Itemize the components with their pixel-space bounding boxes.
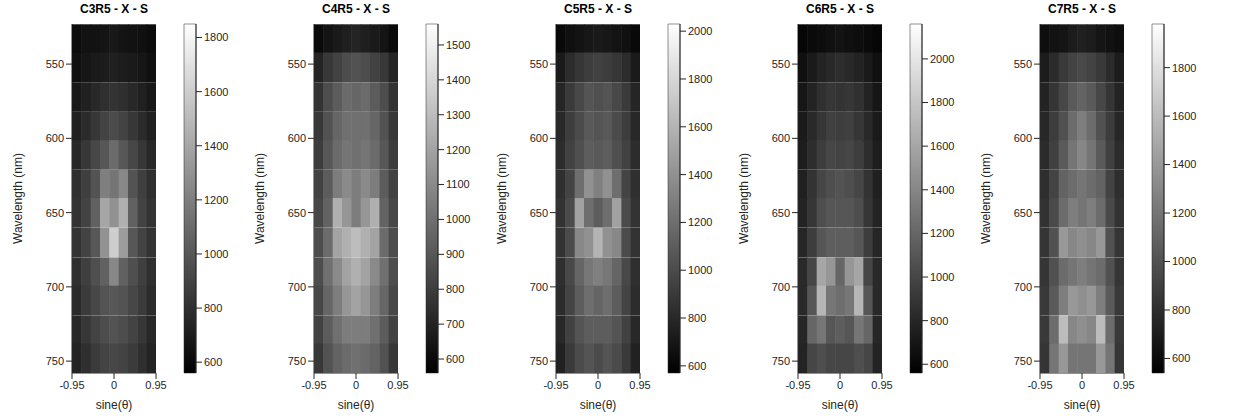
svg-text:0: 0 (837, 379, 843, 391)
svg-text:750: 750 (288, 355, 306, 367)
svg-text:800: 800 (204, 302, 222, 314)
svg-text:1200: 1200 (1172, 207, 1196, 219)
svg-text:1200: 1200 (204, 194, 228, 206)
svg-text:1800: 1800 (1172, 62, 1196, 74)
svg-text:Wavelength (nm): Wavelength (nm) (737, 153, 751, 244)
svg-text:0: 0 (353, 379, 359, 391)
svg-text:650: 650 (288, 207, 306, 219)
svg-text:700: 700 (288, 281, 306, 293)
svg-text:1000: 1000 (688, 264, 712, 276)
html-text:C6R5 - X - S: C6R5 - X - S (806, 2, 874, 16)
svg-text:-0.95: -0.95 (1027, 379, 1052, 391)
html-text:C7R5 - X - S: C7R5 - X - S (1048, 2, 1116, 16)
svg-text:1400: 1400 (204, 140, 228, 152)
svg-text:800: 800 (446, 283, 464, 295)
svg-text:1800: 1800 (688, 73, 712, 85)
svg-text:-0.95: -0.95 (59, 379, 84, 391)
svg-text:2000: 2000 (930, 53, 954, 65)
svg-text:0.95: 0.95 (629, 379, 650, 391)
svg-text:Wavelength (nm): Wavelength (nm) (253, 153, 267, 244)
svg-text:800: 800 (930, 315, 948, 327)
svg-text:600: 600 (530, 132, 548, 144)
svg-text:0.95: 0.95 (1113, 379, 1134, 391)
svg-text:550: 550 (1014, 58, 1032, 70)
svg-text:0.95: 0.95 (387, 379, 408, 391)
svg-text:-0.95: -0.95 (785, 379, 810, 391)
svg-text:1300: 1300 (446, 109, 470, 121)
svg-text:1000: 1000 (1172, 255, 1196, 267)
svg-text:700: 700 (446, 318, 464, 330)
svg-text:2000: 2000 (688, 25, 712, 37)
svg-text:1600: 1600 (930, 140, 954, 152)
svg-text:sine(θ): sine(θ) (96, 398, 133, 412)
svg-text:650: 650 (1014, 207, 1032, 219)
svg-text:-0.95: -0.95 (543, 379, 568, 391)
svg-text:550: 550 (772, 58, 790, 70)
svg-text:600: 600 (446, 353, 464, 365)
svg-text:800: 800 (1172, 304, 1190, 316)
svg-text:550: 550 (46, 58, 64, 70)
svg-text:700: 700 (530, 281, 548, 293)
svg-text:1000: 1000 (204, 248, 228, 260)
svg-text:600: 600 (930, 358, 948, 370)
svg-text:600: 600 (1014, 132, 1032, 144)
svg-text:700: 700 (1014, 281, 1032, 293)
svg-text:1000: 1000 (930, 271, 954, 283)
svg-text:sine(θ): sine(θ) (822, 398, 859, 412)
svg-text:1200: 1200 (688, 216, 712, 228)
svg-text:sine(θ): sine(θ) (580, 398, 617, 412)
svg-text:1200: 1200 (446, 144, 470, 156)
html-text:C4R5 - X - S: C4R5 - X - S (322, 2, 390, 16)
svg-text:600: 600 (1172, 352, 1190, 364)
svg-text:1400: 1400 (930, 184, 954, 196)
svg-text:0: 0 (1079, 379, 1085, 391)
html-text:C5R5 - X - S: C5R5 - X - S (564, 2, 632, 16)
svg-text:Wavelength (nm): Wavelength (nm) (979, 153, 993, 244)
svg-text:Wavelength (nm): Wavelength (nm) (495, 153, 509, 244)
svg-text:sine(θ): sine(θ) (1064, 398, 1101, 412)
svg-text:600: 600 (772, 132, 790, 144)
svg-text:-0.95: -0.95 (301, 379, 326, 391)
svg-text:Wavelength (nm): Wavelength (nm) (11, 153, 25, 244)
svg-text:700: 700 (46, 281, 64, 293)
svg-text:0: 0 (595, 379, 601, 391)
svg-text:0.95: 0.95 (145, 379, 166, 391)
svg-text:750: 750 (1014, 355, 1032, 367)
svg-text:750: 750 (772, 355, 790, 367)
svg-text:1400: 1400 (446, 74, 470, 86)
svg-text:800: 800 (688, 312, 706, 324)
svg-text:750: 750 (530, 355, 548, 367)
svg-text:1400: 1400 (688, 169, 712, 181)
svg-text:600: 600 (204, 356, 222, 368)
svg-text:600: 600 (288, 132, 306, 144)
svg-text:1800: 1800 (204, 31, 228, 43)
html-text:C3R5 - X - S: C3R5 - X - S (80, 2, 148, 16)
svg-text:900: 900 (446, 248, 464, 260)
svg-text:700: 700 (772, 281, 790, 293)
svg-text:1000: 1000 (446, 213, 470, 225)
svg-text:750: 750 (46, 355, 64, 367)
svg-text:1800: 1800 (930, 96, 954, 108)
svg-text:1400: 1400 (1172, 158, 1196, 170)
svg-text:0.95: 0.95 (871, 379, 892, 391)
svg-text:600: 600 (688, 360, 706, 372)
svg-text:550: 550 (530, 58, 548, 70)
svg-text:1600: 1600 (688, 121, 712, 133)
svg-text:650: 650 (530, 207, 548, 219)
svg-text:1600: 1600 (204, 86, 228, 98)
svg-text:0: 0 (111, 379, 117, 391)
svg-text:1500: 1500 (446, 39, 470, 51)
svg-text:1600: 1600 (1172, 110, 1196, 122)
svg-text:650: 650 (772, 207, 790, 219)
svg-text:sine(θ): sine(θ) (338, 398, 375, 412)
svg-text:650: 650 (46, 207, 64, 219)
svg-text:1100: 1100 (446, 178, 470, 190)
svg-text:550: 550 (288, 58, 306, 70)
svg-text:600: 600 (46, 132, 64, 144)
svg-text:1200: 1200 (930, 227, 954, 239)
